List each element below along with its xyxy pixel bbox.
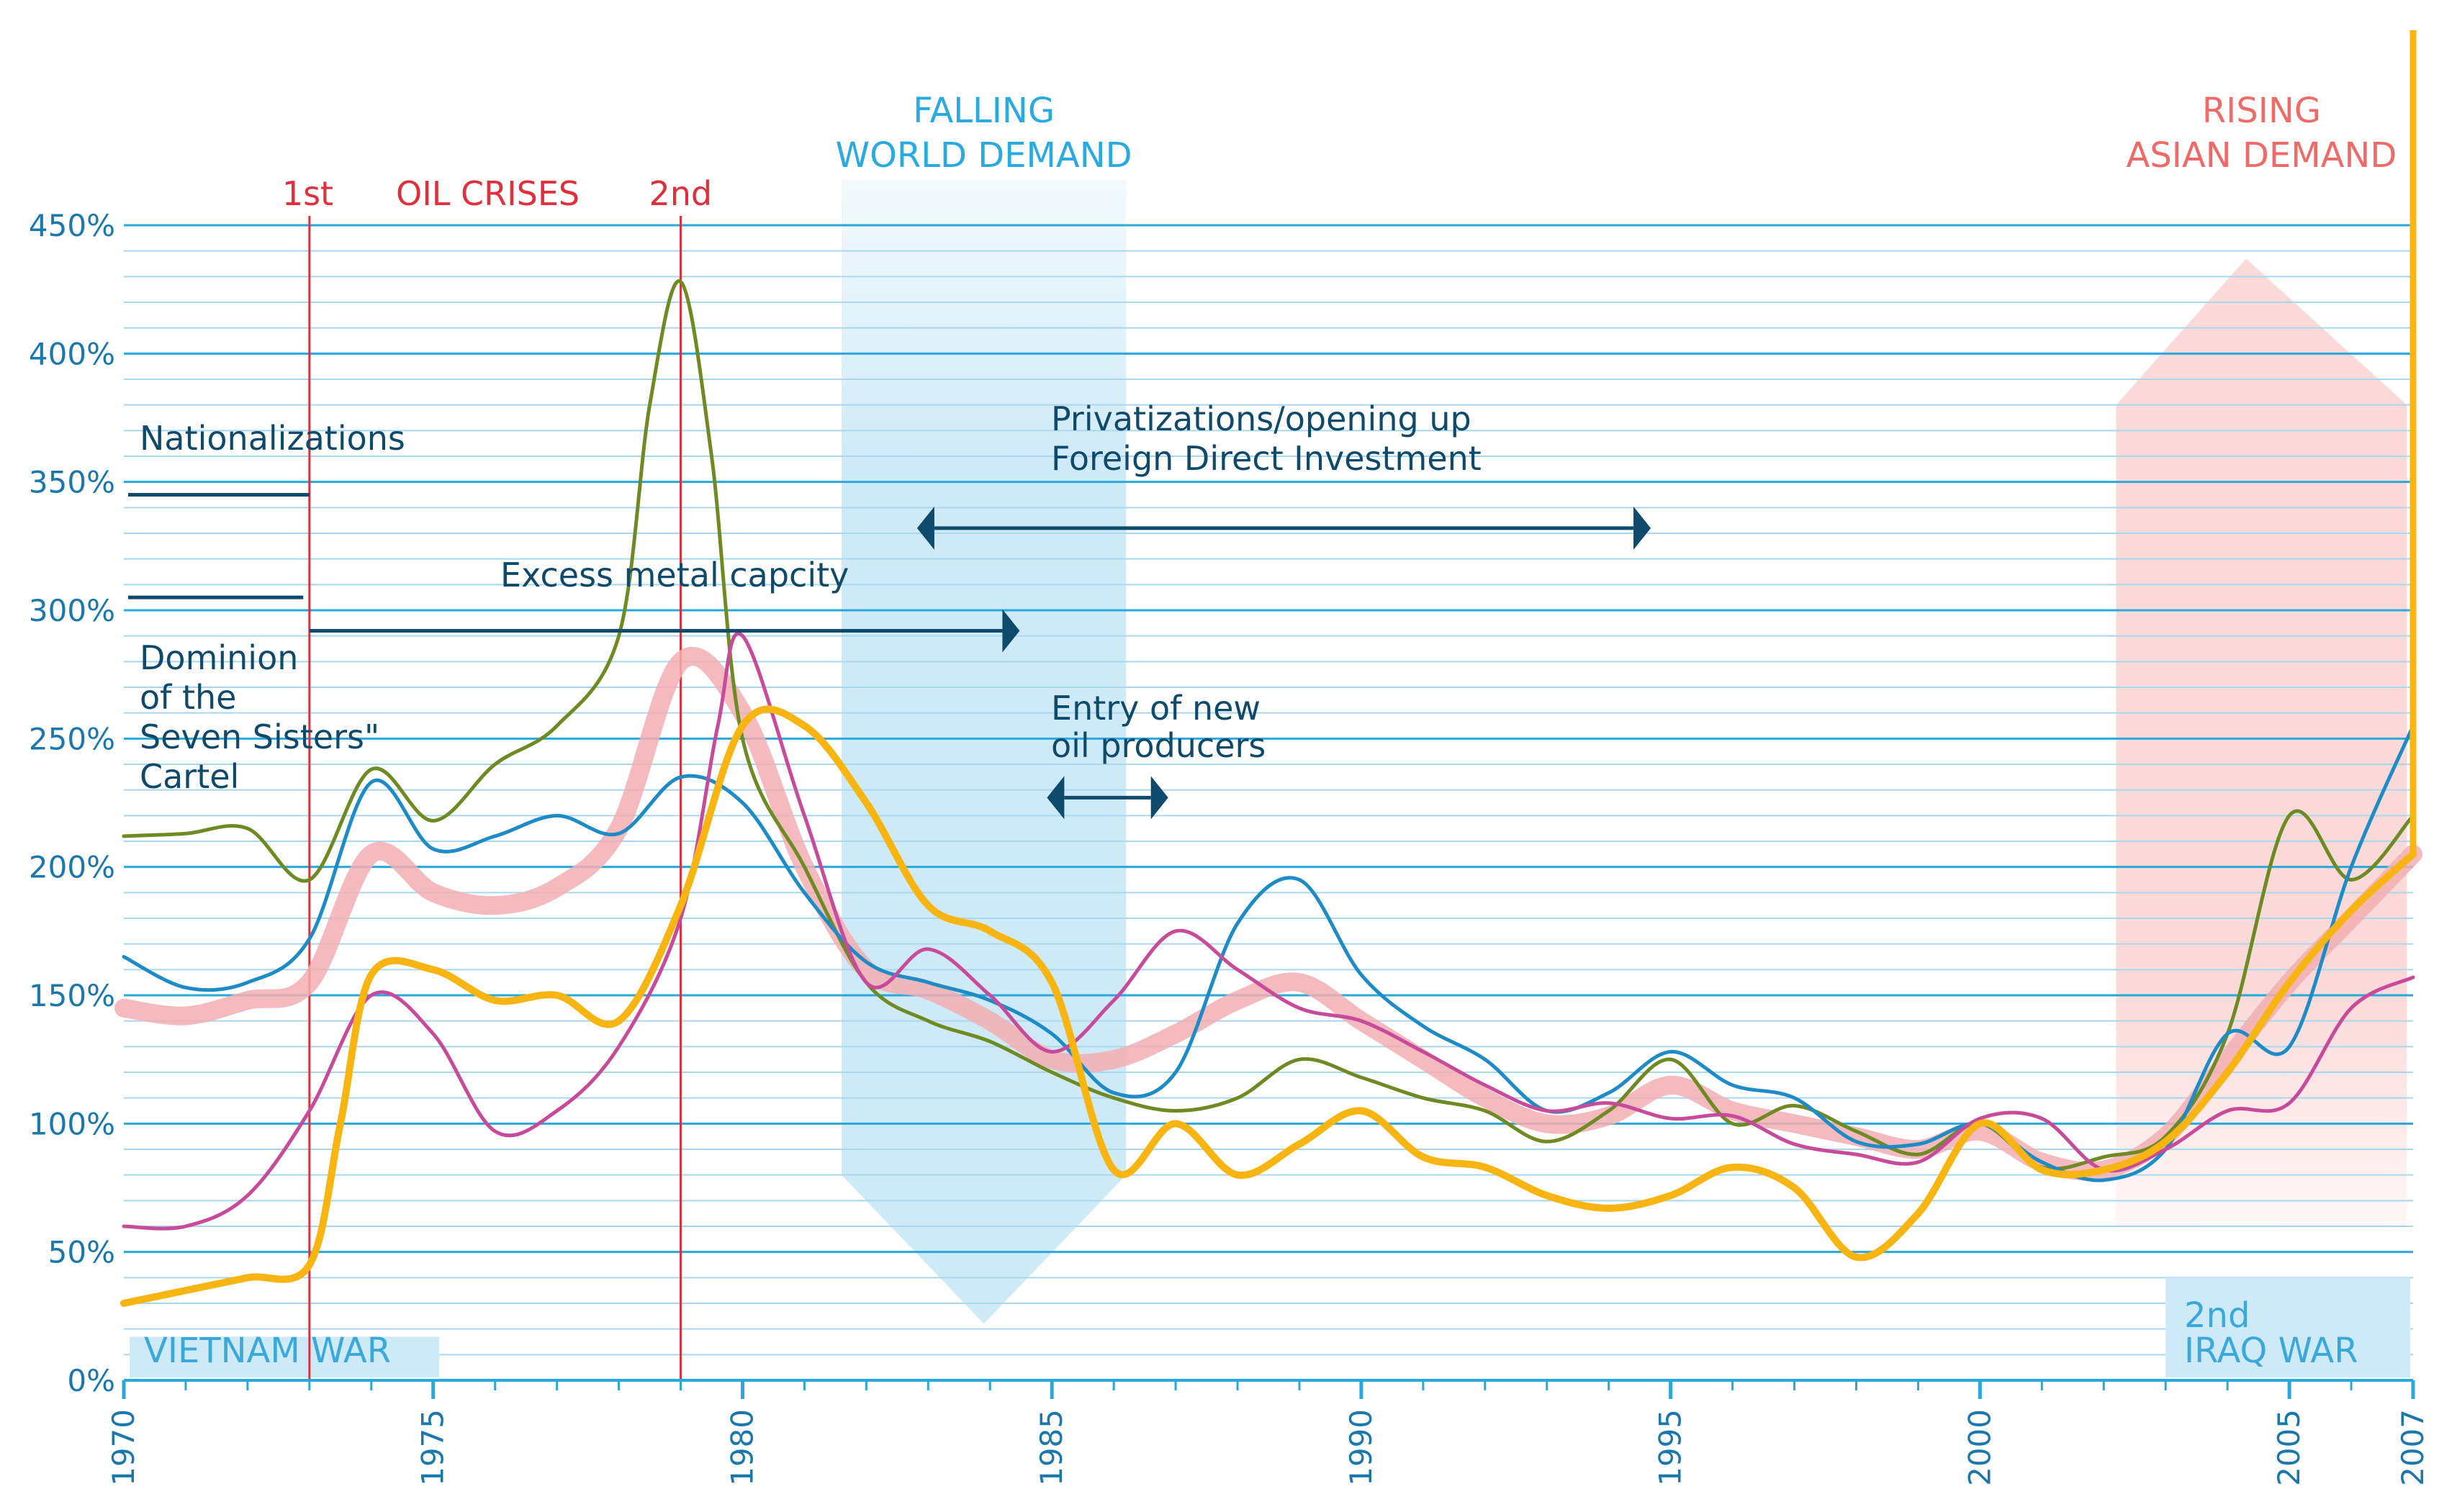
x-tick-label: 1985 (1034, 1409, 1069, 1486)
iraq-war-label-2: IRAQ WAR (2184, 1331, 2358, 1371)
axes: 0% 50% 100% 150% 200% 250% 300% 350% 400% 450% 197… (29, 208, 2430, 1486)
oil-crisis-second-label: 2nd (649, 174, 713, 213)
privatizations-label-1: Privatizations/opening up (1051, 399, 1471, 438)
entry-producers-label-1: Entry of new (1051, 689, 1261, 728)
series-line-blue (122, 724, 2415, 1182)
x-tick-label: 2005 (2271, 1409, 2307, 1486)
x-tick-label: 1970 (106, 1409, 141, 1486)
rising-demand-label-2: ASIAN DEMAND (2126, 135, 2397, 176)
x-tick-label: 1990 (1343, 1409, 1379, 1486)
dominion-label-line: Dominion (140, 638, 298, 677)
y-tick-label: 0% (67, 1363, 115, 1398)
dominion-label-line: Cartel (140, 757, 239, 796)
crisis-lines (308, 216, 682, 1380)
vietnam-war-bg (130, 1336, 440, 1377)
y-tick-label: 350% (29, 465, 115, 500)
grid (124, 224, 2413, 1382)
iraq-war-bg (2165, 1277, 2410, 1377)
x-tick-label: 2000 (1962, 1409, 1997, 1486)
y-tick-label: 100% (29, 1106, 115, 1141)
privatizations-arrow (916, 506, 1651, 550)
y-tick-label: 150% (29, 978, 115, 1013)
entry-producers-arrow (1047, 776, 1168, 820)
entry-producers-label-2: oil producers (1051, 726, 1266, 765)
x-tick-label: 1980 (724, 1409, 759, 1486)
iraq-war-label-1: 2nd (2184, 1295, 2250, 1336)
vietnam-war-label: VIETNAM WAR (144, 1331, 391, 1371)
y-tick-label: 400% (29, 336, 115, 371)
y-tick-label: 200% (29, 850, 115, 885)
y-tick-label: 250% (29, 721, 115, 756)
y-tick-label: 450% (29, 208, 115, 243)
nationalizations-label: Nationalizations (140, 419, 405, 458)
privatizations-label-2: Foreign Direct Investment (1051, 439, 1482, 478)
x-tick-label: 2007 (2395, 1409, 2430, 1486)
x-tick-label: 1995 (1653, 1409, 1688, 1486)
dominion-label-line: Seven Sisters" (140, 717, 379, 756)
y-tick-label: 300% (29, 593, 115, 628)
falling-demand-label-2: WORLD DEMAND (836, 135, 1132, 176)
oil-crises-title: OIL CRISES (396, 174, 580, 213)
rising-demand-label-1: RISING (2202, 91, 2321, 131)
dominion-label-line: of the (140, 678, 236, 717)
series-lines (114, 30, 2422, 1307)
falling-demand-label-1: FALLING (913, 91, 1055, 131)
series-line-magenta (122, 632, 2415, 1231)
x-tick-label: 1975 (415, 1409, 451, 1486)
oil-crisis-first-label: 1st (282, 174, 333, 213)
excess-metal-arrow (309, 609, 1020, 653)
excess-metal-label: Excess metal capcity (500, 556, 849, 594)
y-tick-label: 50% (48, 1235, 115, 1270)
war-label-backgrounds (130, 1277, 2410, 1377)
rising-demand-arrow (2116, 258, 2407, 1226)
series-line-yellow-thick (120, 705, 2417, 1307)
